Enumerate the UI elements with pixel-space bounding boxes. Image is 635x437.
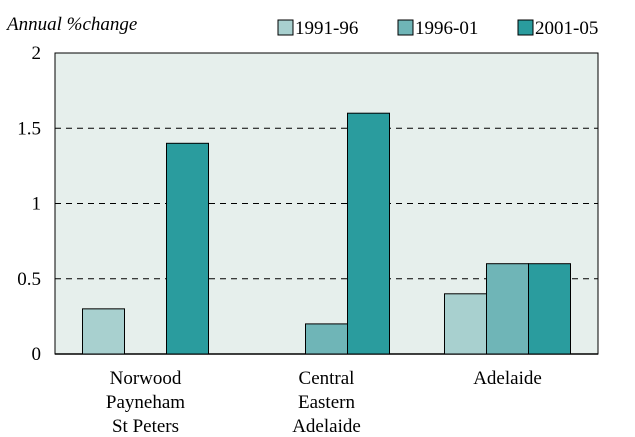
legend-swatch <box>397 19 414 36</box>
bar <box>528 263 571 355</box>
x-category-label: Central Eastern Adelaide <box>292 368 361 437</box>
legend-label: 1996-01 <box>415 18 478 39</box>
y-axis-ticks: 0 0.5 1 1.5 2 <box>17 43 41 365</box>
y-tick-label: 0 <box>32 344 42 365</box>
y-tick-label: 1.5 <box>17 118 41 139</box>
bar <box>347 112 390 355</box>
bar <box>486 263 529 355</box>
bar <box>82 308 125 355</box>
y-tick-label: 0.5 <box>17 269 41 290</box>
bar <box>444 293 487 355</box>
x-category-label: Norwood Payneham St Peters <box>106 368 185 437</box>
bar <box>166 142 209 355</box>
legend-swatch <box>277 19 294 36</box>
bar <box>305 323 348 355</box>
legend-label: 1991-96 <box>295 18 358 39</box>
y-axis-label: Annual %change <box>5 14 137 35</box>
legend-label: 2001-05 <box>535 18 598 39</box>
x-axis-categories: Norwood Payneham St Peters Central Eastern Ad… <box>106 368 542 437</box>
legend-swatch <box>517 19 534 36</box>
y-tick-label: 1 <box>32 194 42 215</box>
bars <box>82 112 571 355</box>
legend: 1991-96 1996-01 2001-05 <box>277 18 598 39</box>
x-category-label: Adelaide <box>473 368 542 389</box>
y-tick-label: 2 <box>32 43 42 64</box>
